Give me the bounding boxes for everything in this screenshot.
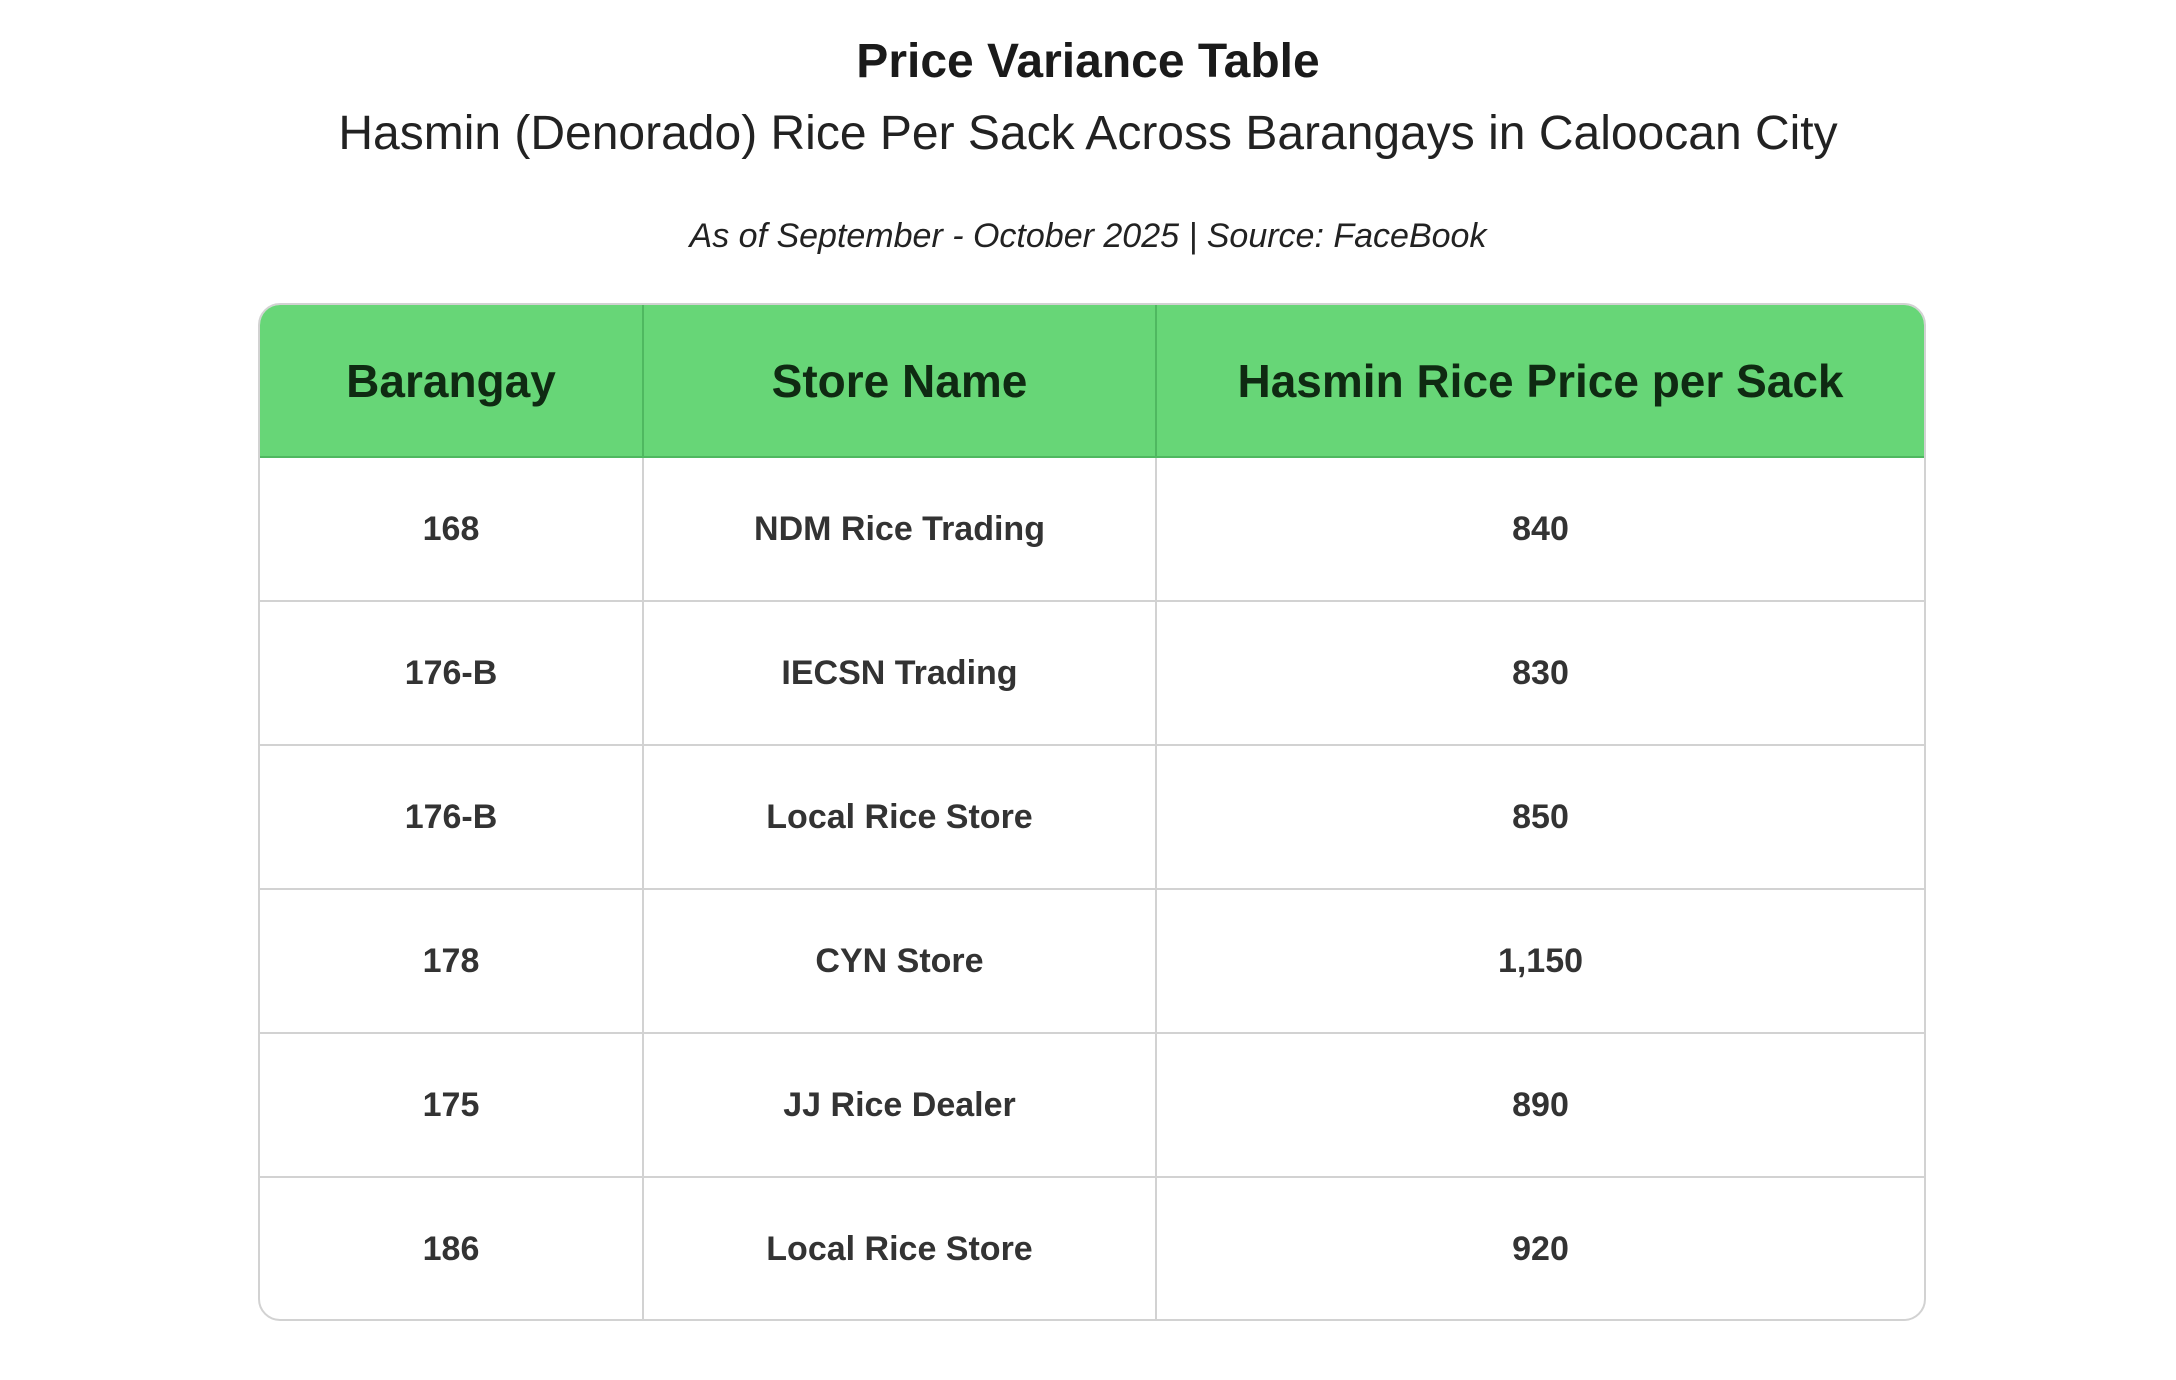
page-subtitle: Hasmin (Denorado) Rice Per Sack Across B…	[338, 107, 1838, 160]
cell-barangay: 178	[260, 889, 644, 1034]
table-row: 176-B IECSN Trading 830	[260, 601, 1924, 746]
cell-store-name: Local Rice Store	[643, 745, 1157, 890]
cell-store-name: CYN Store	[643, 889, 1157, 1034]
table-row: 186 Local Rice Store 920	[260, 1177, 1924, 1319]
cell-store-name: JJ Rice Dealer	[643, 1033, 1157, 1178]
cell-price: 920	[1512, 1230, 1569, 1268]
cell-barangay: 176-B	[260, 601, 644, 746]
price-table-container: Barangay Store Name Hasmin Rice Price pe…	[258, 303, 1926, 1321]
cell-barangay: 186	[260, 1177, 644, 1319]
table-header-row: Barangay Store Name Hasmin Rice Price pe…	[260, 305, 1924, 458]
price-variance-table: Barangay Store Name Hasmin Rice Price pe…	[260, 305, 1924, 1319]
table-row: 168 NDM Rice Trading 840	[260, 457, 1924, 602]
cell-price: 850	[1156, 745, 1924, 890]
cell-store-name: IECSN Trading	[643, 601, 1157, 746]
cell-store-name: Local Rice Store	[643, 1177, 1157, 1319]
cell-price: 830	[1156, 601, 1924, 746]
cell-barangay: 175	[260, 1033, 644, 1178]
table-row: 175 JJ Rice Dealer 890	[260, 1033, 1924, 1178]
cell-price: 840	[1156, 457, 1924, 602]
source-caption: As of September - October 2025 | Source:…	[689, 217, 1487, 255]
page-title: Price Variance Table	[856, 35, 1320, 88]
cell-barangay: 168	[260, 457, 644, 602]
cell-price: 890	[1156, 1033, 1924, 1178]
cell-store-name: NDM Rice Trading	[643, 457, 1157, 602]
column-header-price: Hasmin Rice Price per Sack	[1156, 305, 1924, 458]
cell-price: 1,150	[1156, 889, 1924, 1034]
table-row: 176-B Local Rice Store 850	[260, 745, 1924, 890]
column-header-store-name: Store Name	[643, 305, 1157, 458]
cell-barangay: 176-B	[260, 745, 644, 890]
table-row: 178 CYN Store 1,150	[260, 889, 1924, 1034]
column-header-barangay: Barangay	[260, 305, 644, 458]
